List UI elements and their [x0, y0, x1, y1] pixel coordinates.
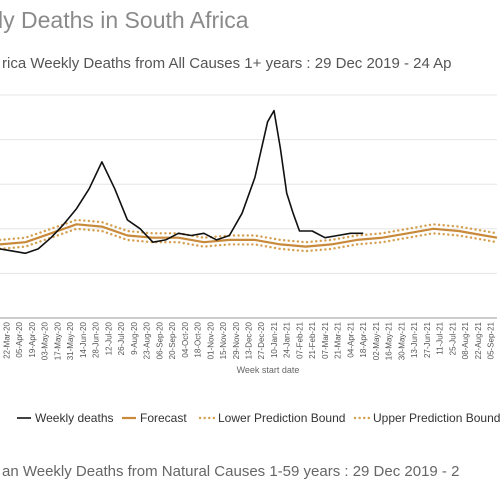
legend-label-forecast: Forecast: [140, 411, 187, 425]
x-tick-label: 08-Aug-21: [461, 321, 470, 359]
x-tick-label: 30-May-21: [397, 321, 406, 360]
x-tick-label: 05-Apr-20: [15, 321, 24, 357]
x-tick-label: 22-Mar-20: [2, 321, 11, 358]
series-lines: [0, 109, 499, 255]
x-tick-label: 15-Nov-20: [219, 321, 228, 359]
x-tick-label: 06-Sep-20: [155, 321, 164, 359]
series-line-forecast: [0, 223, 498, 248]
legend-label-weekly-deaths: Weekly deaths: [35, 411, 114, 425]
x-tick-label: 07-Mar-21: [321, 321, 330, 358]
x-tick-label: 13-Dec-20: [245, 321, 254, 359]
x-tick-label: 14-Jun-20: [79, 321, 88, 358]
x-tick-label: 29-Nov-20: [232, 321, 241, 359]
x-tick-label: 02-May-21: [372, 321, 381, 360]
next-chart-title: an Weekly Deaths from Natural Causes 1-5…: [2, 463, 460, 480]
x-tick-label: 21-Mar-21: [334, 321, 343, 358]
grid-lines: [0, 94, 497, 274]
x-tick-label: 03-May-20: [41, 321, 50, 360]
chart-title: rica Weekly Deaths from All Causes 1+ ye…: [2, 55, 452, 72]
x-tick-label: 27-Jun-21: [423, 321, 432, 358]
x-tick-label: 12-Jul-20: [104, 321, 113, 355]
series-line-upper-prediction-bound: [0, 218, 499, 244]
x-tick-label: 01-Nov-20: [206, 321, 215, 359]
series-line-weekly-deaths: [0, 109, 364, 255]
legend-label-lower-prediction-bound: Lower Prediction Bound: [218, 411, 345, 425]
x-tick-labels: 22-Mar-20 05-Apr-20 19-Apr-20 03-May-20 17-M…: [2, 321, 495, 360]
x-tick-label: 04-Oct-20: [181, 321, 190, 357]
legend-label-upper-prediction-bound: Upper Prediction Bound: [373, 411, 500, 425]
x-tick-label: 22-Aug-21: [474, 321, 483, 359]
x-tick-label: 18-Apr-21: [359, 321, 368, 357]
x-tick-label: 11-Jul-21: [436, 321, 445, 354]
x-tick-label: 05-Sep-21: [487, 321, 496, 359]
x-tick-label: 9-Aug-20: [130, 321, 139, 354]
x-tick-label: 04-Apr-21: [346, 321, 355, 357]
x-tick-label: 20-Sep-20: [168, 321, 177, 359]
weekly-deaths-chart: 22-Mar-20 05-Apr-20 19-Apr-20 03-May-20 17-M…: [0, 94, 500, 425]
x-tick-label: 28-Jun-20: [92, 321, 101, 358]
x-tick-label: 17-May-20: [53, 321, 62, 360]
x-tick-label: 23-Aug-20: [143, 321, 152, 359]
page-title: ly Deaths in South Africa: [0, 7, 249, 33]
legend: Weekly deaths Forecast Lower Prediction Bo…: [17, 411, 500, 425]
x-tick-label: 21-Feb-21: [308, 321, 317, 358]
x-tick-label: 19-Apr-20: [28, 321, 37, 357]
x-tick-label: 26-Jul-20: [117, 321, 126, 355]
x-tick-label: 25-Jul-21: [448, 321, 457, 355]
x-tick-label: 10-Jan-21: [270, 321, 279, 358]
x-tick-label: 31-May-20: [66, 321, 75, 360]
x-tick-label: 27-Dec-20: [257, 321, 266, 359]
x-tick-label: 13-Jun-21: [410, 321, 419, 358]
x-tick-label: 16-May-21: [385, 321, 394, 360]
x-axis-title: Week start date: [237, 365, 300, 375]
x-tick-label: 07-Feb-21: [296, 321, 305, 358]
series-line-lower-prediction-bound: [0, 227, 499, 253]
x-tick-label: 24-Jan-21: [283, 321, 292, 358]
x-tick-label: 18-Oct-20: [194, 321, 203, 357]
